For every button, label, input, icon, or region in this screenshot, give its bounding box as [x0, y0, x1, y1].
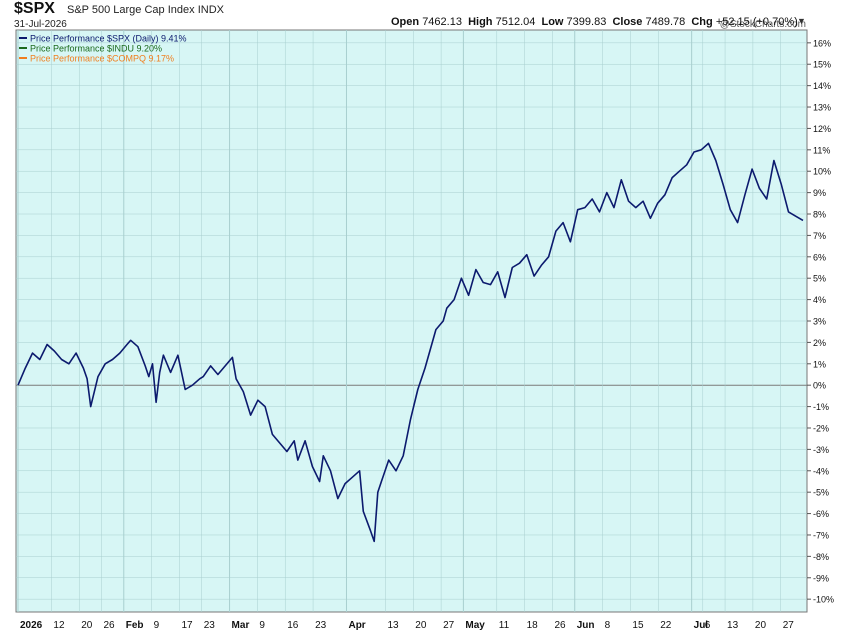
chevron-down-icon[interactable]: ▼: [797, 16, 806, 26]
x-tick-label: 18: [527, 620, 539, 631]
x-tick-label: 8: [605, 620, 611, 631]
x-tick-label: 17: [181, 620, 193, 631]
x-tick-label: Feb: [126, 620, 144, 631]
y-tick-label: -6%: [813, 509, 829, 519]
y-tick-label: -9%: [813, 573, 829, 583]
x-tick-label: 11: [499, 620, 510, 631]
close-value: 7489.78: [645, 16, 686, 28]
y-tick-label: 10%: [813, 167, 831, 177]
x-tick-label: 2026: [20, 620, 43, 631]
open-value: 7462.13: [422, 16, 462, 28]
legend-entry: Price Performance $COMPQ 9.17%: [30, 54, 174, 64]
x-tick-label: 20: [81, 620, 93, 631]
y-tick-label: 9%: [813, 188, 826, 198]
chg-value: +52.15 (+0.70%): [715, 16, 798, 28]
y-tick-label: -2%: [813, 423, 829, 433]
x-tick-label: 9: [259, 620, 265, 631]
y-tick-label: 5%: [813, 274, 826, 284]
legend: Price Performance $SPX (Daily) 9.41%Pric…: [19, 34, 187, 64]
exchange: INDX: [197, 4, 224, 16]
x-tick-label: 27: [443, 620, 455, 631]
x-tick-label: 23: [204, 620, 216, 631]
chg-label: Chg: [691, 16, 713, 28]
y-tick-label: 15%: [813, 60, 831, 70]
x-tick-label: Apr: [348, 620, 365, 631]
x-tick-label: Mar: [232, 620, 250, 631]
brand-label: @StockCharts.com: [719, 19, 806, 30]
y-tick-label: 2%: [813, 338, 826, 348]
grid-lines: [16, 30, 807, 612]
y-tick-label: 11%: [813, 145, 830, 155]
legend-entry: Price Performance $INDU 9.20%: [30, 44, 162, 54]
x-tick-label: 20: [415, 620, 427, 631]
x-tick-label: 16: [287, 620, 299, 631]
y-tick-label: -7%: [813, 530, 829, 540]
x-tick-label: 6: [705, 620, 711, 631]
y-tick-label: 3%: [813, 317, 826, 327]
y-tick-label: 7%: [813, 231, 826, 241]
y-tick-label: -8%: [813, 552, 829, 562]
x-tick-label: May: [465, 620, 485, 631]
x-tick-label: 23: [315, 620, 327, 631]
x-tick-label: 20: [755, 620, 767, 631]
high-value: 7512.04: [495, 16, 536, 28]
close-label: Close: [612, 16, 643, 28]
series-lines: [17, 142, 804, 543]
ohlc-readout: Open 7462.13 High 7512.04 Low 7399.83 Cl…: [391, 16, 798, 28]
y-tick-label: 12%: [813, 124, 831, 134]
y-tick-label: 16%: [813, 38, 831, 48]
x-axis: 2026 12 20 26 Feb 9 17 23 Mar 9 16 23 Apr 13 20 27 May 11…: [20, 620, 794, 631]
y-tick-label: 8%: [813, 210, 826, 220]
open-label: Open: [391, 16, 420, 28]
high-label: High: [468, 16, 493, 28]
x-tick-label: 26: [554, 620, 566, 631]
y-tick-label: 14%: [813, 81, 831, 91]
index-name: S&P 500 Large Cap Index: [67, 4, 195, 16]
low-value: 7399.83: [566, 16, 607, 28]
y-tick-label: -5%: [813, 488, 829, 498]
y-tick-label: 0%: [813, 381, 826, 391]
y-tick-label: -10%: [813, 595, 834, 605]
x-tick-label: 9: [154, 620, 160, 631]
symbol-description: S&P 500 Large Cap Index INDX: [67, 4, 224, 16]
y-tick-label: 1%: [813, 359, 826, 369]
y-tick-label: -4%: [813, 466, 829, 476]
y-axis: -10% -9% -8% -7% -6% -5% -4% -3% -2% -1% 0% 1% 2% 3% 4…: [807, 38, 834, 605]
series-line-0: [17, 142, 804, 543]
x-tick-label: 13: [387, 620, 399, 631]
legend-entry: Price Performance $SPX (Daily) 9.41%: [30, 34, 187, 44]
y-tick-label: -3%: [813, 445, 829, 455]
low-label: Low: [541, 16, 564, 28]
x-tick-label: Jun: [577, 620, 595, 631]
x-tick-label: 13: [727, 620, 739, 631]
x-tick-label: Jul: [694, 620, 709, 631]
chart-date: 31-Jul-2026: [14, 19, 67, 30]
x-tick-label: 12: [53, 620, 65, 631]
y-tick-label: 4%: [813, 295, 826, 305]
y-tick-label: 6%: [813, 252, 826, 262]
x-tick-label: 26: [104, 620, 116, 631]
y-tick-label: 13%: [813, 103, 831, 113]
x-tick-label: 27: [783, 620, 795, 631]
y-tick-label: -1%: [813, 402, 829, 412]
symbol: $SPX: [14, 0, 55, 17]
x-tick-label: 15: [632, 620, 644, 631]
x-tick-label: 22: [660, 620, 672, 631]
